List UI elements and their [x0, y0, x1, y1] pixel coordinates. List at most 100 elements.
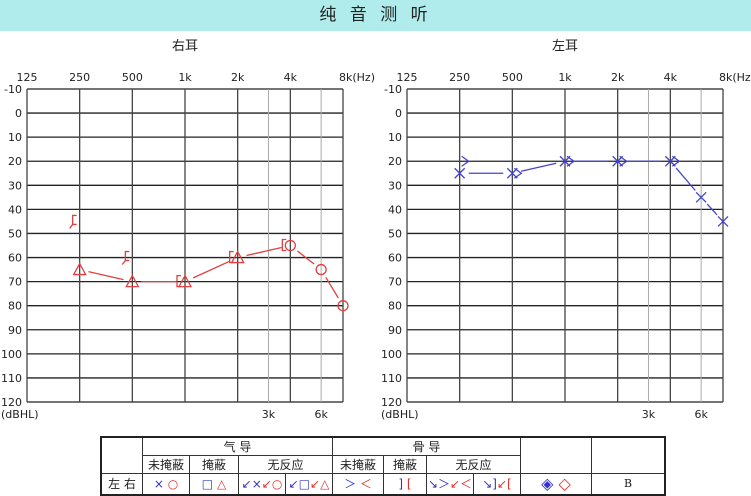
y-tick-label: 70	[388, 276, 402, 289]
y-tick-label: 120	[1, 396, 22, 409]
x-tick-label: 2k	[231, 71, 245, 84]
y-tick-label: 110	[1, 372, 22, 385]
y-tick-label: 30	[8, 179, 22, 192]
x-tick-label: 500	[122, 71, 143, 84]
legend-table: 气 导 骨 导 未掩蔽 掩蔽 无反应 未掩蔽 掩蔽 无反应 左 右 × ○ □ …	[100, 436, 666, 496]
y-tick-label: 120	[381, 396, 402, 409]
x-tick-label: 8k(Hz)	[339, 71, 375, 84]
x-sub-tick-label: 3k	[642, 408, 656, 421]
x-tick-label: 500	[502, 71, 523, 84]
y-tick-label: 60	[8, 252, 22, 265]
x-marker	[717, 215, 729, 227]
bone-bracket-no-response-marker	[69, 214, 77, 229]
air-line-segment	[675, 167, 696, 191]
legend-bone-masked: 掩蔽	[383, 455, 427, 474]
bone-bracket-marker	[229, 250, 234, 264]
y-tick-label: 10	[388, 131, 402, 144]
legend-air-masked: 掩蔽	[189, 455, 239, 474]
x-tick-label: 250	[69, 71, 90, 84]
air-line-segment	[325, 276, 339, 299]
y-tick-label: 50	[388, 227, 402, 240]
circle-marker	[284, 239, 296, 252]
triangle-marker	[177, 274, 193, 288]
triangle-icon: △	[216, 476, 227, 491]
legend-bone-unmasked: 未掩蔽	[332, 455, 384, 474]
angle-arrow-icon: ↘＞	[427, 477, 450, 492]
x-tick-label: 1k	[558, 71, 572, 84]
y-tick-label: 20	[388, 155, 402, 168]
legend-air-no-response: 无反应	[238, 455, 333, 474]
x-tick-label: 8k(Hz)	[719, 71, 751, 84]
y-tick-label: 90	[8, 324, 22, 337]
bone-bracket-marker	[281, 238, 287, 252]
legend-air-unmasked: 未掩蔽	[142, 455, 190, 474]
air-line-segment	[192, 260, 230, 279]
chart-title: 右耳	[172, 39, 198, 54]
bracket-arrow-icon: ↘]	[482, 476, 497, 491]
bone-angle-marker	[619, 155, 628, 167]
y-tick-label: 40	[8, 203, 22, 216]
x-tick-label: 1k	[178, 71, 192, 84]
y-tick-label: -10	[4, 83, 22, 96]
y-tick-label: 90	[388, 324, 402, 337]
square-arrow-icon: ↙□	[288, 476, 311, 491]
y-axis-label: (dBHL)	[1, 408, 39, 421]
triangle-arrow-icon: ↙△	[310, 476, 330, 491]
x-marker	[454, 167, 466, 179]
triangle-marker	[125, 274, 140, 288]
bracket-left-icon: [	[406, 476, 412, 491]
page-title: 纯 音 测 听	[0, 0, 751, 31]
x-tick-label: 2k	[611, 71, 625, 84]
x-sub-tick-label: 6k	[314, 408, 328, 421]
bone-angle-marker	[566, 155, 576, 167]
triangle-marker	[230, 250, 245, 264]
angle-right-icon: ＞	[344, 477, 357, 492]
legend-bone-no-response: 无反应	[426, 455, 521, 474]
y-tick-label: 100	[381, 348, 402, 361]
legend-b: B	[591, 473, 666, 495]
angle-left-icon: ＜	[359, 477, 372, 492]
legend-air: 气 导	[142, 436, 333, 456]
y-tick-label: 20	[8, 155, 22, 168]
air-line-segment	[706, 203, 718, 216]
bone-bracket-no-response-marker	[121, 250, 130, 265]
bone-angle-marker	[671, 155, 681, 167]
air-line-segment	[246, 246, 282, 257]
x-marker	[695, 191, 707, 203]
x-tick-label: 4k	[284, 71, 298, 84]
x-icon: ×	[153, 476, 164, 491]
y-axis-label: (dBHL)	[381, 408, 419, 421]
bone-angle-marker	[461, 155, 470, 167]
bone-bracket-marker	[176, 274, 181, 288]
bracket-right-icon: ]	[398, 476, 404, 491]
x-tick-label: 250	[449, 71, 470, 84]
y-tick-label: 0	[395, 107, 402, 120]
y-tick-label: 100	[1, 348, 22, 361]
y-tick-label: -10	[384, 83, 402, 96]
angle-arrow-icon: ↙＜	[450, 477, 473, 492]
air-line-segment	[297, 250, 315, 265]
x-arrow-icon: ↙×	[241, 476, 262, 491]
y-tick-label: 60	[388, 252, 402, 265]
y-tick-label: 80	[8, 300, 22, 313]
bracket-arrow-icon: ↙[	[497, 476, 512, 491]
legend-bone: 骨 导	[332, 436, 521, 456]
x-tick-label: 125	[17, 71, 38, 84]
circle-arrow-icon: ↙○	[261, 476, 283, 491]
y-tick-label: 70	[8, 276, 22, 289]
y-tick-label: 10	[8, 131, 22, 144]
y-tick-label: 0	[15, 107, 22, 120]
x-tick-label: 125	[397, 71, 418, 84]
legend-left-right: 左 右	[100, 473, 143, 495]
bone-angle-marker	[513, 167, 523, 179]
y-tick-label: 80	[388, 300, 402, 313]
square-icon: □	[201, 476, 214, 491]
x-sub-tick-label: 3k	[262, 408, 276, 421]
triangle-marker	[72, 262, 87, 276]
circle-marker	[315, 263, 327, 276]
y-tick-label: 110	[381, 372, 402, 385]
diamond-circle-icon: ◇	[558, 474, 571, 494]
diamond-icon: ◈	[541, 474, 554, 494]
circle-icon: ○	[167, 476, 179, 491]
